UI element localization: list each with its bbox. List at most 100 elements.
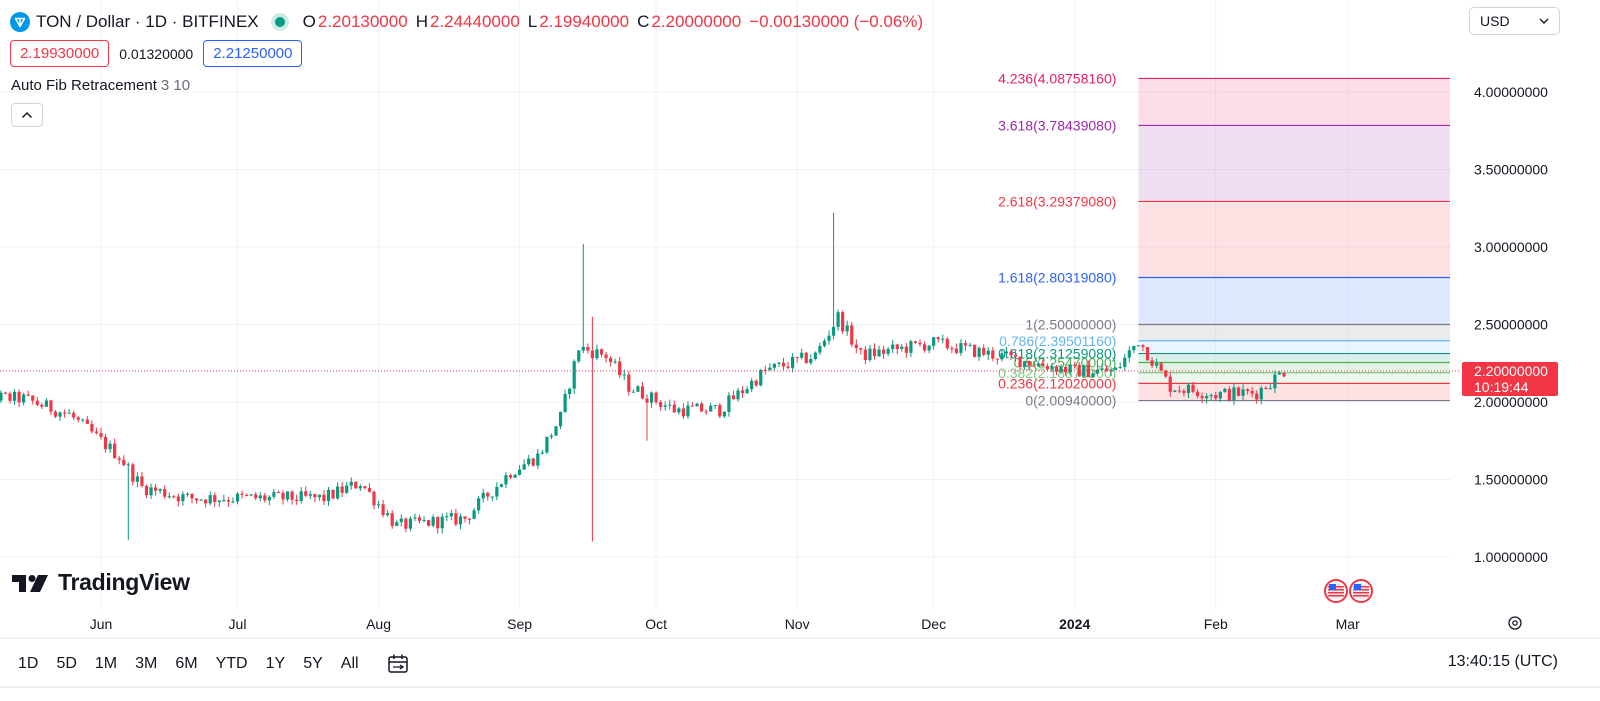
candle-body: [44, 400, 48, 407]
candle-body: [154, 487, 158, 491]
candle-body: [868, 348, 872, 360]
x-axis-tick-label: Mar: [1336, 616, 1360, 632]
timeframe-1m[interactable]: 1M: [94, 655, 118, 672]
candle-body: [973, 344, 977, 357]
timeframe-ytd[interactable]: YTD: [215, 655, 248, 672]
utc-clock[interactable]: 13:40:15 (UTC): [1447, 653, 1558, 670]
candle-body: [149, 487, 153, 496]
candle-body: [249, 494, 253, 496]
candle-body: [950, 348, 954, 350]
candle-body: [1100, 368, 1104, 370]
candle-body: [258, 495, 262, 499]
x-axis-tick-label: Jul: [229, 616, 247, 632]
ask-price-button[interactable]: 2.21250000: [203, 40, 303, 67]
y-axis-tick-label: 1.00000000: [1474, 549, 1548, 565]
candle-body: [518, 469, 522, 475]
candle-body: [841, 312, 845, 332]
candle-body: [759, 370, 763, 386]
currency-label: USD: [1480, 13, 1510, 29]
timeframe-5y[interactable]: 5Y: [303, 655, 323, 672]
candle-body: [572, 361, 576, 389]
candle-body: [645, 398, 649, 403]
candle-body: [1205, 396, 1209, 399]
fib-level-label: 4.236(4.08758160): [998, 70, 1116, 86]
candle-body: [991, 350, 995, 359]
toncoin-icon[interactable]: [10, 12, 30, 32]
candle-body: [276, 492, 281, 494]
symbol-name[interactable]: TON / Dollar: [36, 12, 131, 31]
candle-body: [3, 392, 8, 394]
timeframe-all[interactable]: All: [340, 655, 359, 672]
fib-level-label: 1.618(2.80319080): [998, 270, 1116, 286]
us-flag-event-icon[interactable]: [1324, 579, 1348, 603]
candle-body: [1141, 345, 1145, 348]
candle-body: [845, 325, 849, 332]
candle-body: [231, 501, 235, 503]
candle-body: [122, 459, 126, 466]
candle-body: [668, 404, 672, 406]
collapse-legend-button[interactable]: [11, 103, 43, 127]
gear-hub: [1512, 620, 1518, 626]
candle-body: [399, 518, 403, 523]
candle-body: [813, 352, 817, 360]
indicator-name[interactable]: Auto Fib Retracement: [11, 77, 157, 94]
candle-body: [53, 411, 58, 417]
candle-body: [40, 404, 44, 407]
x-axis-tick-label: 2024: [1059, 616, 1090, 632]
fib-level-label: 0.618(2.31259080): [998, 346, 1116, 362]
candle-body: [1236, 387, 1241, 396]
candle-body: [326, 489, 331, 502]
candle-body: [1086, 365, 1090, 378]
candle-body: [322, 494, 326, 502]
candle-body: [568, 388, 572, 394]
candle-body: [718, 405, 722, 417]
spread-value: 0.01320000: [119, 45, 194, 62]
candle-body: [163, 489, 167, 497]
y-axis-tick-label: 2.00000000: [1474, 394, 1548, 410]
timeframe-6m[interactable]: 6M: [175, 655, 198, 672]
candle-body: [1195, 391, 1200, 397]
candle-body: [863, 349, 867, 360]
timeframe-1d[interactable]: 1D: [18, 655, 39, 672]
indicator-legend[interactable]: Auto Fib Retracement 3 10: [11, 77, 190, 94]
candle-body: [695, 403, 699, 407]
candle-body: [1227, 388, 1231, 401]
tradingview-logo[interactable]: TradingView: [12, 569, 190, 596]
bid-price-button[interactable]: 2.19930000: [10, 40, 110, 67]
timeframe-1y[interactable]: 1Y: [265, 655, 286, 672]
candle-body: [722, 411, 726, 417]
us-flag-event-icon[interactable]: [1349, 579, 1373, 603]
y-axis-tick-label: 1.50000000: [1474, 472, 1548, 488]
candle-body: [900, 346, 904, 350]
candle-body: [63, 412, 67, 414]
bottom-toolbar: 1D 5D 1M 3M 6M YTD 1Y 5Y All: [0, 650, 1600, 678]
currency-select[interactable]: USD: [1469, 7, 1560, 35]
candle-body: [1013, 355, 1018, 357]
timeframe-3m[interactable]: 3M: [135, 655, 158, 672]
interval-label[interactable]: 1D: [145, 12, 167, 31]
candle-body: [1232, 387, 1236, 401]
brand-name: TradingView: [58, 569, 190, 595]
candle-body: [272, 492, 276, 497]
candle-body: [1277, 373, 1282, 375]
fib-zone: [1138, 125, 1450, 202]
candle-body: [809, 359, 813, 363]
candle-body: [859, 348, 863, 350]
candle-body: [659, 402, 663, 407]
candle-body: [877, 349, 881, 357]
candle-body: [932, 337, 936, 346]
candle-body: [836, 312, 840, 327]
y-axis-tick-label: 3.00000000: [1474, 239, 1548, 255]
candle-body: [85, 419, 89, 424]
candle-body: [190, 493, 194, 499]
candle-body: [982, 347, 986, 355]
fib-level-label: 0.786(2.39501160): [999, 333, 1116, 349]
candle-body: [1023, 361, 1027, 367]
timeframe-5d[interactable]: 5D: [56, 655, 77, 672]
market-status-icon[interactable]: [274, 17, 285, 27]
candle-body: [440, 516, 444, 529]
calendar-range-icon[interactable]: [387, 653, 409, 675]
candle-body: [854, 344, 858, 349]
settings-gear-icon[interactable]: [1508, 616, 1522, 630]
